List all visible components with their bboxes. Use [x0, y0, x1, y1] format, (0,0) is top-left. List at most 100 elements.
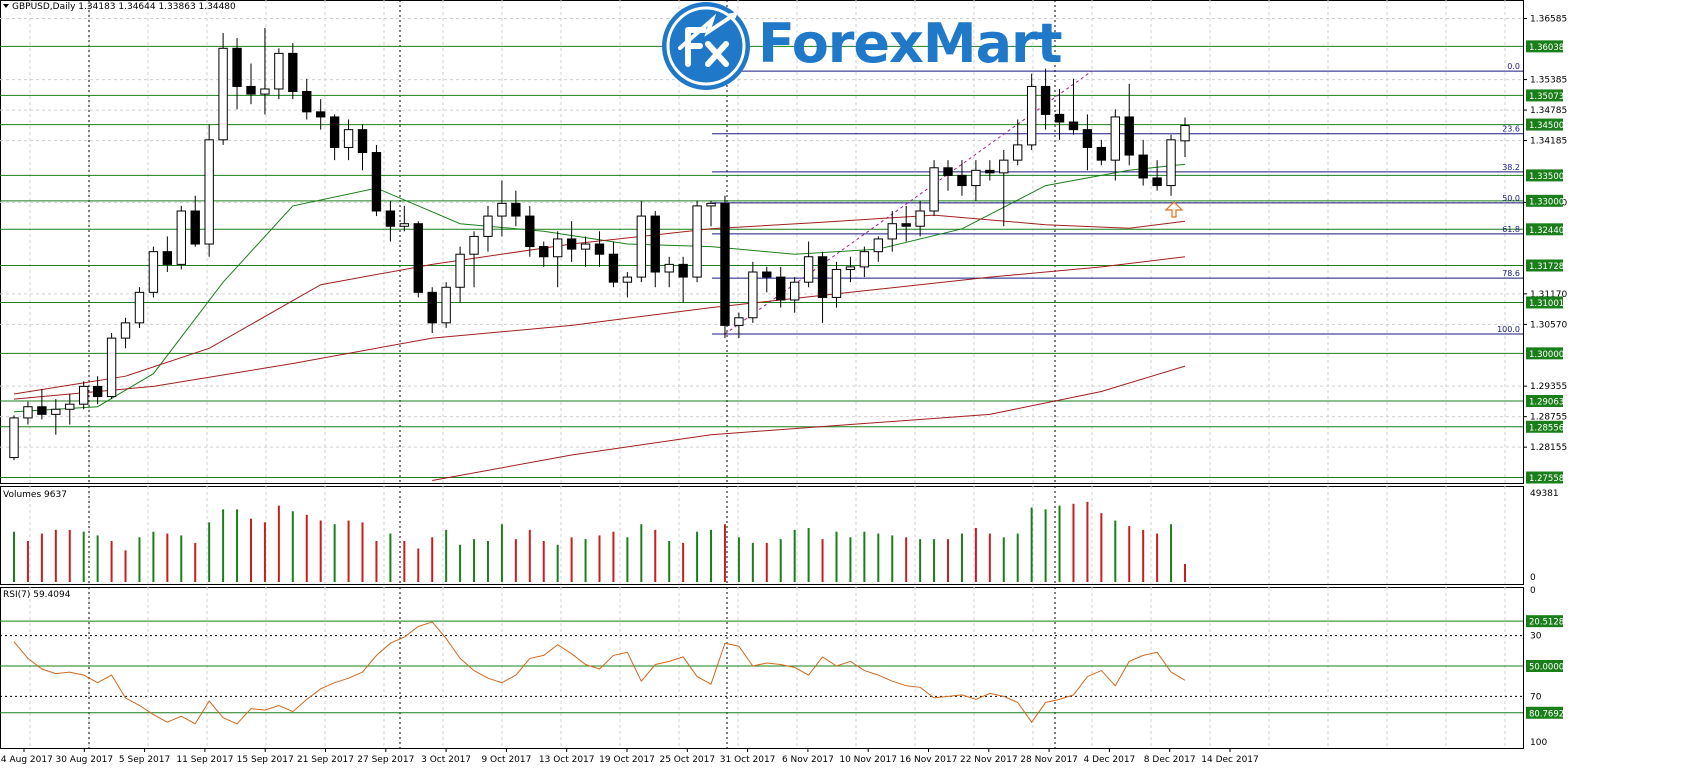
candle-body — [79, 385, 89, 405]
rsi-axis-label: 100 — [1530, 738, 1547, 748]
candle-body — [999, 159, 1009, 174]
candle-body — [274, 52, 284, 90]
price-level-tag-label: 1.34500 — [1529, 121, 1564, 131]
candle-body — [1082, 129, 1093, 148]
date-axis-label: 25 Oct 2017 — [659, 755, 715, 765]
candle-body — [51, 408, 61, 415]
fibonacci-level-label: 0.0 — [1507, 62, 1520, 71]
candle-body — [636, 215, 647, 278]
candle-body — [1096, 146, 1107, 161]
price-level-tag-label: 1.36038 — [1529, 43, 1564, 53]
forexmart-wordmark: ForexMart — [758, 12, 1063, 75]
price-axis-label: 1.28155 — [1530, 443, 1567, 453]
date-axis-label: 10 Nov 2017 — [839, 755, 897, 765]
price-axis-label: 1.34785 — [1530, 106, 1567, 116]
rsi-axis-label: 30 — [1530, 632, 1542, 642]
price-level-tag-label: 1.27558 — [1529, 474, 1564, 484]
candle-body — [218, 47, 228, 141]
candle-body — [873, 238, 883, 253]
date-axis-label: 30 Aug 2017 — [55, 755, 113, 765]
candle-body — [664, 263, 674, 273]
fibonacci-level-label: 50.0 — [1502, 194, 1520, 203]
candle-body — [831, 268, 842, 298]
date-axis-label: 31 Oct 2017 — [720, 755, 776, 765]
candle-body — [37, 406, 47, 415]
candle-body — [469, 235, 479, 255]
price-level-tag-label: 1.30000 — [1529, 350, 1564, 360]
candle-body — [497, 202, 507, 217]
candle-body — [1040, 85, 1051, 115]
candle-body — [552, 238, 563, 258]
candle-body — [845, 266, 856, 270]
moving-average-line — [432, 365, 1186, 481]
candle-body — [413, 223, 423, 293]
candle-body — [1152, 177, 1162, 187]
price-level-tag — [1526, 40, 1563, 53]
candle-body — [232, 47, 242, 87]
candle-body — [176, 210, 186, 265]
rsi-level-tag-label: 80.7692 — [1529, 709, 1564, 719]
candle-body — [316, 111, 326, 118]
candle-body — [9, 417, 19, 459]
candle-body — [302, 91, 312, 113]
price-axis-label: 1.35385 — [1530, 76, 1567, 86]
candle-body — [65, 403, 75, 410]
candle-body — [1068, 121, 1079, 131]
candle-body — [929, 167, 939, 212]
candle-body — [985, 169, 995, 174]
price-level-tag — [1526, 471, 1563, 484]
volume-title: Volumes 9637 — [3, 490, 67, 500]
candle-body — [162, 251, 173, 265]
date-axis-label: 13 Oct 2017 — [539, 755, 595, 765]
candle-body — [789, 281, 800, 301]
volume-panel-frame — [0, 486, 1524, 585]
fibonacci-level-label: 78.6 — [1502, 269, 1520, 278]
rsi-panel-frame — [0, 587, 1524, 749]
candle-body — [971, 169, 981, 187]
price-level-tag — [1526, 169, 1563, 182]
date-axis-label: 8 Dec 2017 — [1144, 755, 1196, 765]
date-axis-label: 11 Sep 2017 — [176, 755, 233, 765]
candle-body — [120, 322, 131, 339]
rsi-axis-label: 70 — [1530, 692, 1542, 702]
fibonacci-level-label: 23.6 — [1502, 125, 1520, 134]
date-axis-label: 14 Dec 2017 — [1201, 755, 1259, 765]
price-level-tag — [1526, 118, 1563, 131]
price-level-tag — [1526, 89, 1563, 102]
candle-body — [1054, 113, 1065, 123]
candle-body — [650, 215, 660, 273]
candle-body — [901, 223, 911, 227]
price-level-tag — [1526, 194, 1563, 207]
candle-body — [566, 238, 577, 250]
candle-body — [525, 215, 535, 248]
candle-body — [748, 271, 758, 319]
volume-axis-label: 0 — [1530, 573, 1536, 583]
price-level-tag — [1526, 420, 1563, 433]
rsi-title: RSI(7) 59.4094 — [3, 590, 71, 600]
price-panel-frame — [0, 0, 1524, 484]
candle-body — [329, 116, 340, 148]
rsi-axis-label: 0 — [1530, 586, 1536, 596]
rsi-level-tag-label: 50.0000 — [1529, 663, 1564, 673]
volume-axis-label: 49381 — [1530, 489, 1559, 499]
price-axis-label: 1.31170 — [1530, 290, 1567, 300]
candle-body — [943, 167, 953, 176]
candle-body — [455, 253, 465, 288]
candle-body — [1110, 116, 1120, 161]
candle-body — [357, 129, 368, 154]
date-axis-label: 27 Sep 2017 — [357, 755, 414, 765]
date-axis-label: 9 Oct 2017 — [481, 755, 531, 765]
chart-title: GBPUSD,Daily 1.34183 1.34644 1.33863 1.3… — [12, 2, 236, 12]
candle-body — [539, 246, 549, 258]
rsi-level-tag — [1526, 660, 1563, 672]
price-level-tag — [1526, 296, 1563, 309]
candle-body — [92, 385, 103, 398]
date-axis-label: 28 Nov 2017 — [1020, 755, 1078, 765]
fibonacci-level-label: 100.0 — [1497, 325, 1520, 334]
price-axis-label: 1.34185 — [1530, 137, 1567, 147]
candle-body — [23, 406, 33, 419]
date-axis-label: 22 Nov 2017 — [960, 755, 1018, 765]
candle-body — [734, 317, 744, 326]
price-level-tag — [1526, 347, 1563, 360]
